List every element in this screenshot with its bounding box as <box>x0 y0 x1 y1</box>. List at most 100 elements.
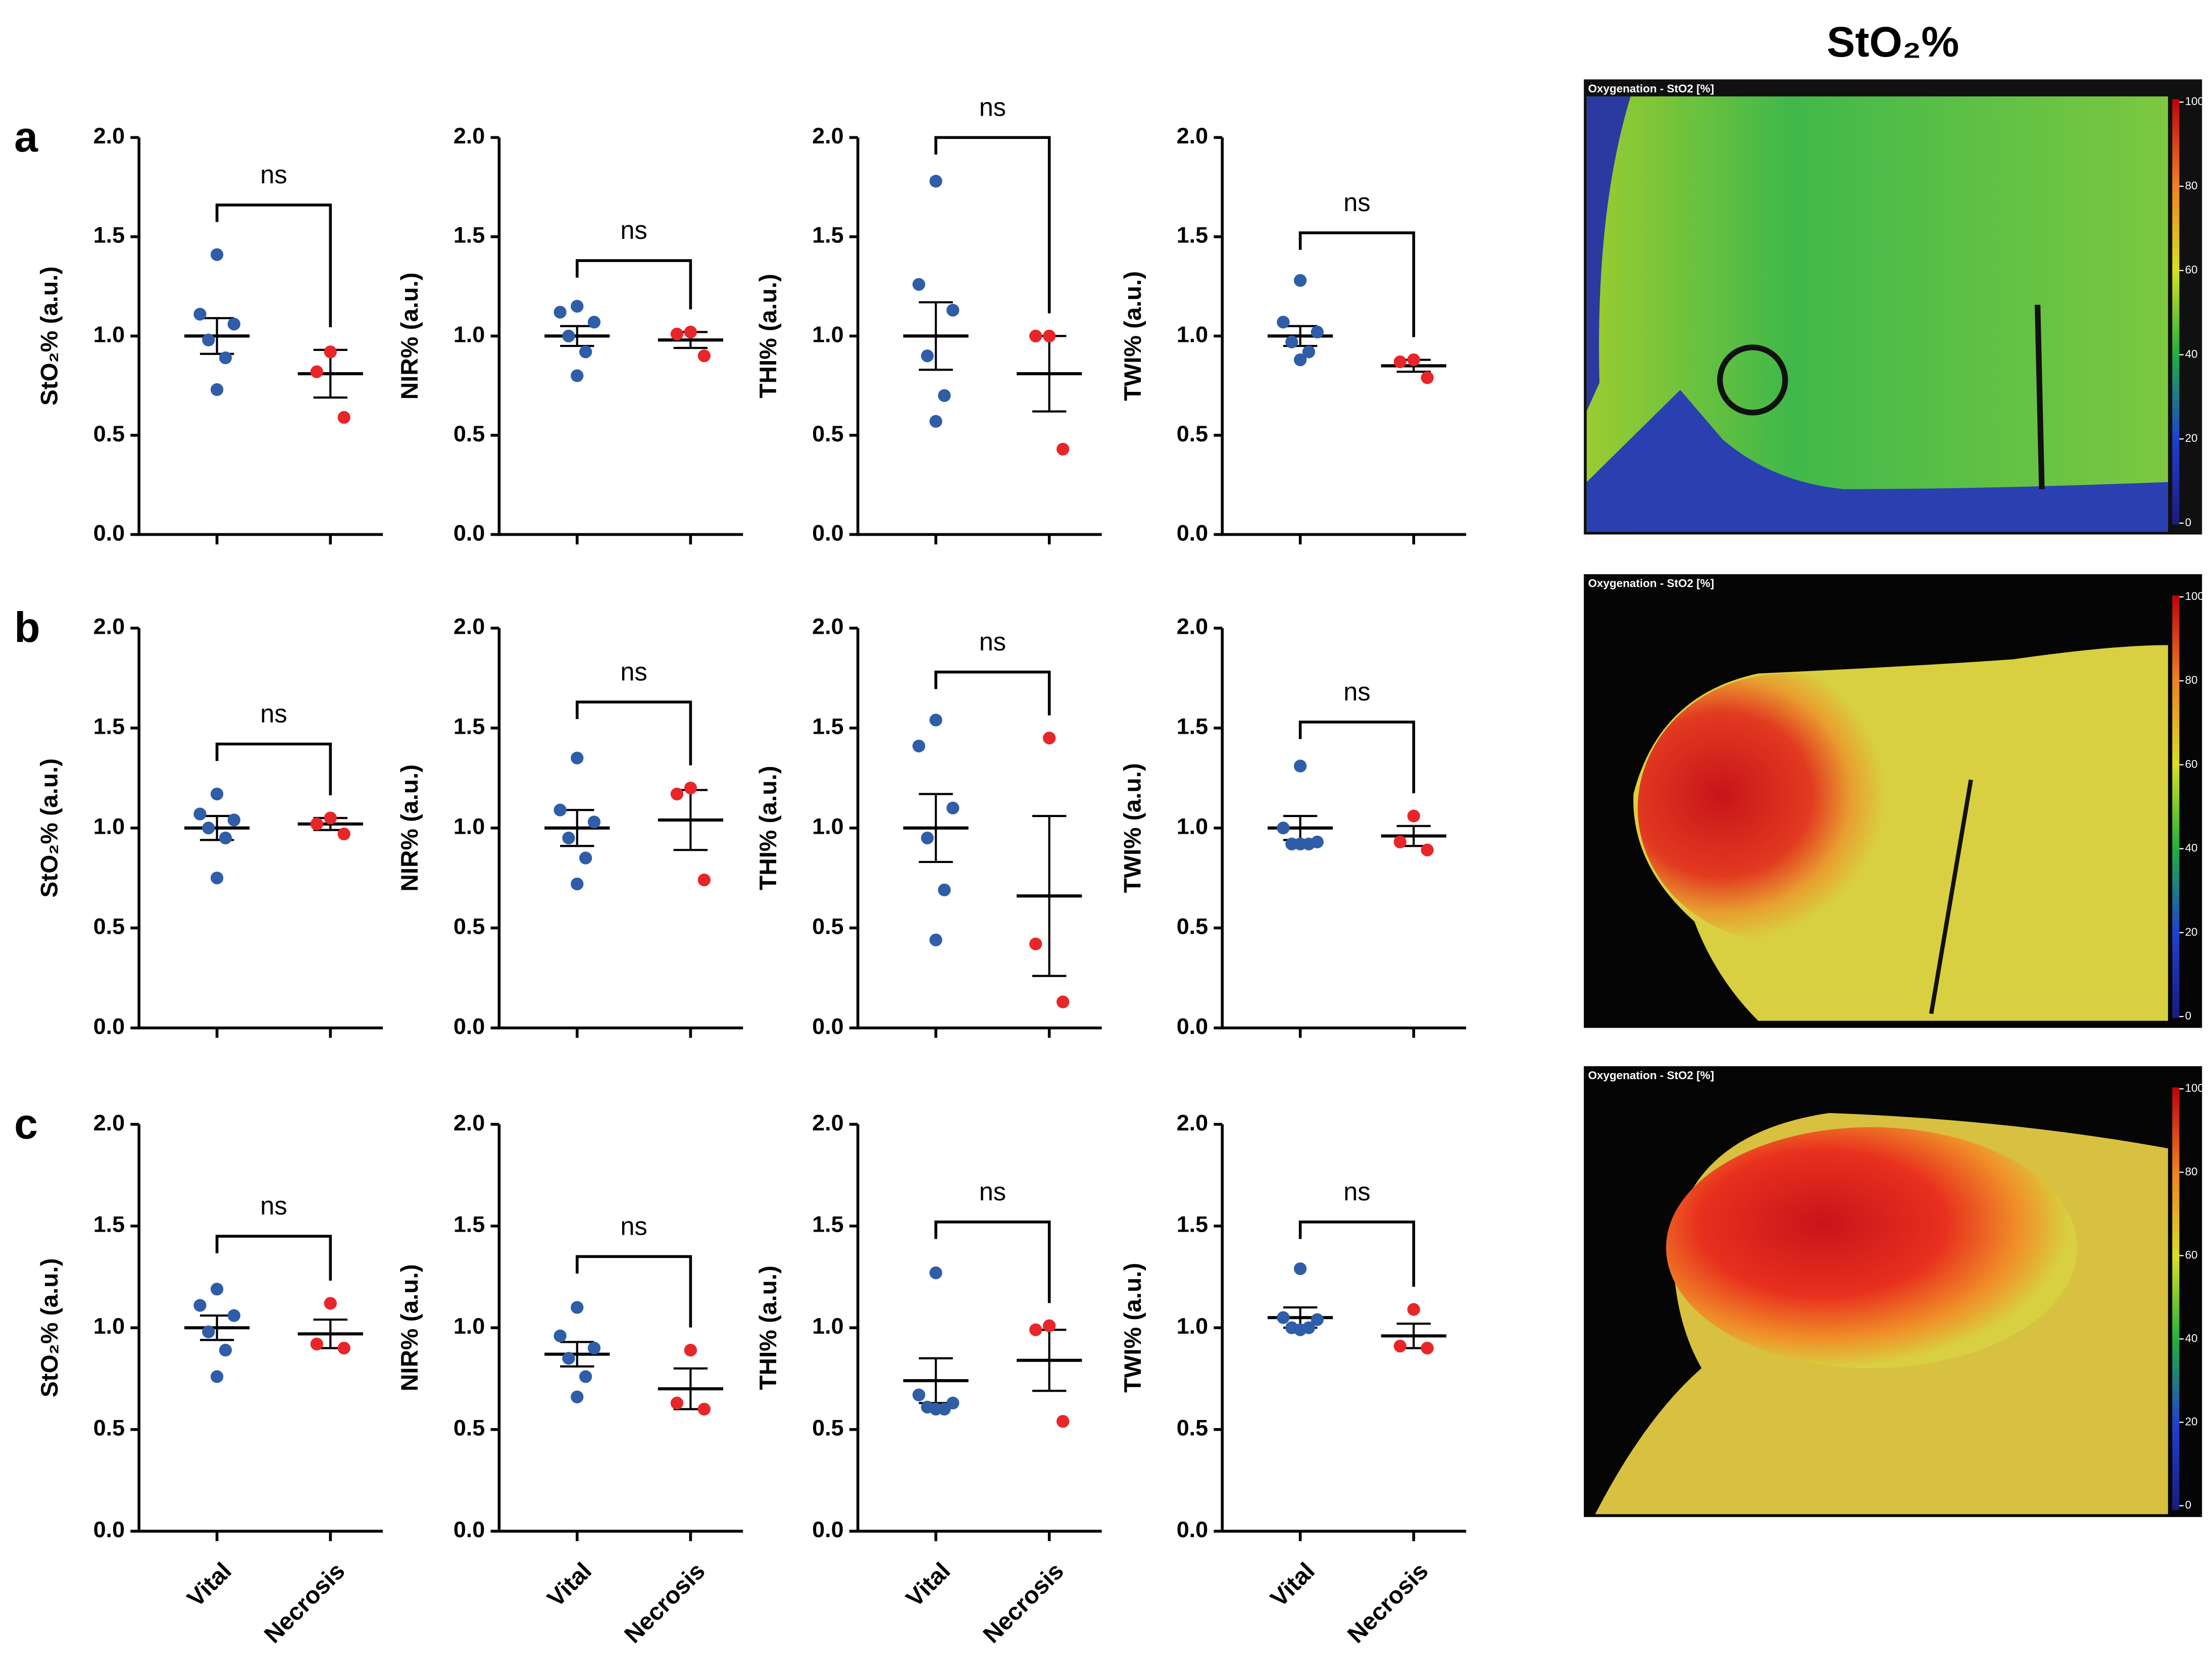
y-tick-label: 1.5 <box>93 222 125 248</box>
data-point <box>219 1343 232 1357</box>
dot-plot: 0.0 0.5 1.0 1.5 2.0 NIR% (a.u.) ns <box>396 123 743 545</box>
significance-bracket <box>215 204 332 327</box>
data-point <box>562 329 575 343</box>
colorbar-tick-label: 40 <box>2185 347 2198 360</box>
x-tick-label: Necrosis <box>978 1557 1069 1648</box>
data-point <box>310 1337 323 1351</box>
dot-plot: 0.0 0.5 1.0 1.5 2.0 TWI% (a.u.) ns <box>1120 123 1467 545</box>
colorbar-tick-label: 0 <box>2185 1499 2192 1511</box>
data-point <box>337 411 350 424</box>
significance-label: ns <box>620 216 647 244</box>
colorbar-tick-label: 20 <box>2185 926 2198 938</box>
data-point <box>202 822 215 835</box>
y-axis-label: StO₂% (a.u.) <box>36 758 63 898</box>
significance-label: ns <box>979 93 1006 122</box>
data-point <box>697 873 711 887</box>
data-point <box>562 831 575 845</box>
y-tick-label: 1.5 <box>812 1211 843 1237</box>
data-point <box>912 1388 926 1401</box>
x-tick-label: Vital <box>182 1557 237 1612</box>
significance-label: ns <box>979 1177 1006 1206</box>
x-tick-label: Vital <box>901 1557 956 1612</box>
data-point <box>1302 345 1316 359</box>
y-tick-label: 2.0 <box>1177 614 1208 639</box>
data-point <box>310 818 323 831</box>
significance-label: ns <box>620 657 647 686</box>
y-axis-label: StO₂% (a.u.) <box>36 267 63 406</box>
data-point <box>1421 843 1434 856</box>
significance-bracket <box>215 742 332 795</box>
y-tick-label: 0.0 <box>812 1516 843 1542</box>
colorbar-tick-label: 100 <box>2185 1082 2204 1094</box>
data-point <box>1277 822 1290 835</box>
y-tick-label: 1.5 <box>1177 1211 1208 1237</box>
x-tick-label: Vital <box>1266 1557 1320 1612</box>
y-tick-label: 0.5 <box>812 421 843 446</box>
significance-label: ns <box>620 1211 647 1240</box>
y-tick-label: 0.0 <box>93 1013 125 1039</box>
data-point <box>697 349 711 363</box>
y-tick-label: 0.0 <box>1177 520 1208 545</box>
y-tick-label: 1.0 <box>454 813 485 839</box>
y-tick-label: 0.0 <box>454 1013 485 1039</box>
y-tick-label: 0.0 <box>812 520 843 545</box>
y-axis-label: THI% (a.u.) <box>755 766 782 890</box>
significance-bracket <box>1298 721 1416 793</box>
y-tick-label: 0.5 <box>93 1415 125 1441</box>
y-tick-label: 0.0 <box>1177 1516 1208 1542</box>
image-title: Oxygenation - StO2 [%] <box>1588 577 1715 590</box>
y-tick-label: 0.0 <box>1177 1013 1208 1039</box>
data-point <box>1393 355 1406 369</box>
data-point <box>1294 837 1307 850</box>
y-tick-label: 2.0 <box>93 1109 125 1135</box>
data-point <box>1057 442 1070 456</box>
significance-label: ns <box>1343 677 1370 706</box>
y-tick-label: 1.0 <box>812 321 843 347</box>
y-tick-label: 2.0 <box>812 1109 843 1135</box>
data-point <box>1029 1323 1042 1336</box>
y-tick-label: 1.0 <box>93 1313 125 1339</box>
data-point <box>1407 353 1420 367</box>
y-tick-label: 0.5 <box>812 913 843 939</box>
dot-plot: 0.0 0.5 1.0 1.5 2.0 StO₂% (a.u.) ns <box>36 614 383 1039</box>
data-point <box>324 812 337 825</box>
colorbar-tick-label: 80 <box>2185 674 2198 686</box>
colorbar-tick-label: 100 <box>2185 590 2204 602</box>
data-point <box>337 827 350 841</box>
data-point <box>1294 759 1307 773</box>
y-tick-label: 1.0 <box>1177 813 1208 839</box>
y-tick-label: 2.0 <box>1177 1109 1208 1135</box>
y-tick-label: 1.0 <box>1177 321 1208 347</box>
dot-plot: 0.0 0.5 1.0 1.5 2.0 THI% (a.u.) Vital Necrosis n… <box>755 1109 1102 1648</box>
data-point <box>938 883 951 896</box>
figure-title: StO₂% <box>1827 18 1959 66</box>
significance-label: ns <box>1343 1177 1370 1206</box>
y-tick-label: 1.5 <box>812 714 843 739</box>
data-point <box>571 877 584 891</box>
data-point <box>1029 329 1042 343</box>
data-point <box>1421 1341 1434 1355</box>
data-point <box>193 308 207 321</box>
y-tick-label: 2.0 <box>1177 123 1208 148</box>
y-tick-label: 0.5 <box>454 421 485 446</box>
data-point <box>202 1325 215 1339</box>
significance-bracket <box>1298 1221 1416 1287</box>
data-point <box>684 325 697 339</box>
y-tick-label: 0.0 <box>93 520 125 545</box>
data-point <box>202 333 215 346</box>
data-point <box>579 851 592 865</box>
y-tick-label: 0.0 <box>93 1516 125 1542</box>
data-point <box>193 1299 207 1312</box>
data-point <box>219 351 232 365</box>
data-point <box>670 327 684 341</box>
dot-plot: 0.0 0.5 1.0 1.5 2.0 NIR% (a.u.) ns <box>396 614 743 1039</box>
y-tick-label: 0.5 <box>812 1415 843 1441</box>
y-tick-label: 2.0 <box>93 614 125 639</box>
data-point <box>929 1402 942 1416</box>
colorbar-tick-label: 40 <box>2185 842 2198 854</box>
colorbar-tick-label: 60 <box>2185 1248 2198 1261</box>
y-tick-label: 1.0 <box>454 321 485 347</box>
data-point <box>1057 995 1070 1008</box>
significance-bracket <box>934 136 1051 314</box>
y-axis-label: NIR% (a.u.) <box>396 272 423 399</box>
